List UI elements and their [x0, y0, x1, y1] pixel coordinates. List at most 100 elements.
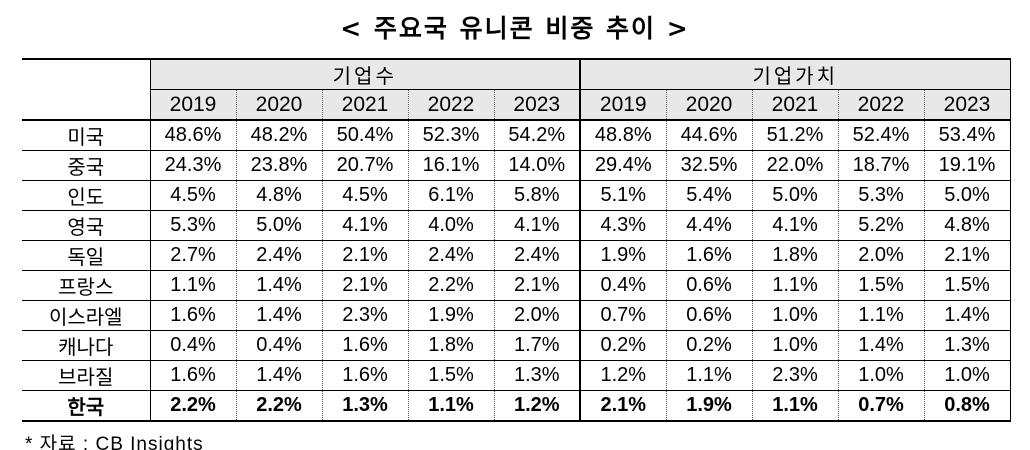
data-cell: 14.0%: [493, 150, 580, 181]
page: < 주요국 유니콘 비중 추이 > 기업수 기업가치 2019 2020 2021 2…: [0, 9, 1030, 450]
data-cell: 2.0%: [837, 240, 924, 271]
data-cell: 5.8%: [493, 180, 580, 211]
data-cell: 4.1%: [751, 210, 838, 241]
data-cell: 0.4%: [150, 330, 236, 361]
data-cell: 2.0%: [493, 300, 580, 331]
data-cell: 1.4%: [235, 360, 322, 391]
data-cell: 1.8%: [407, 330, 494, 361]
data-cell: 0.6%: [665, 270, 752, 301]
year-header: 2022: [407, 89, 494, 121]
data-cell: 52.3%: [407, 119, 494, 151]
data-cell: 16.1%: [407, 150, 494, 181]
data-cell: 2.4%: [235, 240, 322, 271]
data-cell: 1.5%: [837, 270, 924, 301]
data-cell: 2.1%: [493, 270, 580, 301]
data-cell: 1.9%: [579, 240, 666, 271]
data-cell: 1.5%: [923, 270, 1011, 301]
data-cell: 0.6%: [665, 300, 752, 331]
data-cell: 48.8%: [579, 119, 666, 151]
country-cell: 프랑스: [22, 270, 151, 301]
table-row: 프랑스 1.1% 1.4% 2.1% 2.2% 2.1% 0.4% 0.6% 1.1% 1.5% 1…: [22, 270, 1011, 301]
data-cell: 4.5%: [321, 180, 408, 211]
data-cell: 0.8%: [923, 390, 1011, 422]
data-cell: 0.4%: [579, 270, 666, 301]
data-cell: 4.1%: [321, 210, 408, 241]
table-row: 미국 48.6% 48.2% 50.4% 52.3% 54.2% 48.8% 44.6% 51.…: [22, 119, 1011, 151]
data-cell: 4.1%: [493, 210, 580, 241]
data-cell: 5.3%: [150, 210, 236, 241]
data-cell: 4.8%: [235, 180, 322, 211]
data-cell: 1.1%: [751, 270, 838, 301]
year-header: 2022: [837, 89, 924, 121]
data-cell: 1.7%: [493, 330, 580, 361]
country-cell: 한국: [22, 390, 151, 422]
data-cell: 1.4%: [923, 300, 1011, 331]
data-cell: 53.4%: [923, 119, 1011, 151]
data-cell: 48.6%: [150, 119, 236, 151]
data-cell: 24.3%: [150, 150, 236, 181]
table-row: 이스라엘 1.6% 1.4% 2.3% 1.9% 2.0% 0.7% 0.6% 1.0% 1.1%…: [22, 300, 1011, 331]
year-header: 2021: [321, 89, 408, 121]
group-header-company-value: 기업가치: [579, 58, 1011, 90]
data-cell: 54.2%: [493, 119, 580, 151]
data-cell: 1.6%: [150, 360, 236, 391]
data-cell: 50.4%: [321, 119, 408, 151]
data-cell: 1.3%: [923, 330, 1011, 361]
country-cell: 중국: [22, 150, 151, 181]
header-year-row: 2019 2020 2021 2022 2023 2019 2020 2021 2022 2023: [22, 89, 1011, 121]
data-cell: 1.1%: [665, 360, 752, 391]
data-cell: 1.8%: [751, 240, 838, 271]
data-cell: 1.2%: [493, 390, 580, 422]
data-cell: 2.2%: [150, 390, 236, 422]
data-cell: 5.0%: [923, 180, 1011, 211]
year-header: 2020: [235, 89, 322, 121]
group-header-company-count: 기업수: [150, 58, 580, 90]
data-cell: 1.1%: [407, 390, 494, 422]
data-cell: 0.7%: [837, 390, 924, 422]
data-cell: 5.3%: [837, 180, 924, 211]
table-row: 브라질 1.6% 1.4% 1.6% 1.5% 1.3% 1.2% 1.1% 2.3% 1.0% 1…: [22, 360, 1011, 391]
data-cell: 19.1%: [923, 150, 1011, 181]
data-cell: 2.1%: [321, 240, 408, 271]
data-cell: 5.4%: [665, 180, 752, 211]
source-note: * 자료 : CB Insights: [25, 434, 204, 450]
data-cell: 1.9%: [665, 390, 752, 422]
data-cell: 1.9%: [407, 300, 494, 331]
data-cell: 1.6%: [321, 360, 408, 391]
year-header: 2023: [923, 89, 1011, 121]
data-cell: 2.2%: [407, 270, 494, 301]
data-cell: 29.4%: [579, 150, 666, 181]
data-cell: 5.0%: [751, 180, 838, 211]
data-cell: 48.2%: [235, 119, 322, 151]
data-cell: 4.5%: [150, 180, 236, 211]
data-cell: 1.1%: [837, 300, 924, 331]
data-cell: 2.3%: [321, 300, 408, 331]
year-header: 2020: [665, 89, 752, 121]
data-cell: 22.0%: [751, 150, 838, 181]
data-cell: 0.2%: [579, 330, 666, 361]
year-header: 2019: [150, 89, 236, 121]
year-header: 2019: [579, 89, 666, 121]
data-cell: 1.2%: [579, 360, 666, 391]
data-cell: 0.2%: [665, 330, 752, 361]
data-cell: 1.0%: [751, 300, 838, 331]
data-cell: 18.7%: [837, 150, 924, 181]
data-cell: 1.1%: [150, 270, 236, 301]
data-cell: 2.2%: [235, 390, 322, 422]
data-cell: 1.3%: [493, 360, 580, 391]
data-cell: 2.7%: [150, 240, 236, 271]
data-cell: 52.4%: [837, 119, 924, 151]
data-cell: 4.3%: [579, 210, 666, 241]
data-cell: 1.6%: [665, 240, 752, 271]
data-cell: 2.1%: [923, 240, 1011, 271]
data-cell: 2.1%: [579, 390, 666, 422]
data-cell: 1.4%: [837, 330, 924, 361]
country-cell: 미국: [22, 119, 151, 151]
country-cell: 이스라엘: [22, 300, 151, 331]
country-cell: 독일: [22, 240, 151, 271]
country-cell: 브라질: [22, 360, 151, 391]
data-cell: 1.0%: [751, 330, 838, 361]
header-group-row: 기업수 기업가치: [22, 58, 1011, 121]
table-row: 영국 5.3% 5.0% 4.1% 4.0% 4.1% 4.3% 4.4% 4.1% 5.2% 4.…: [22, 210, 1011, 241]
data-cell: 1.6%: [321, 330, 408, 361]
